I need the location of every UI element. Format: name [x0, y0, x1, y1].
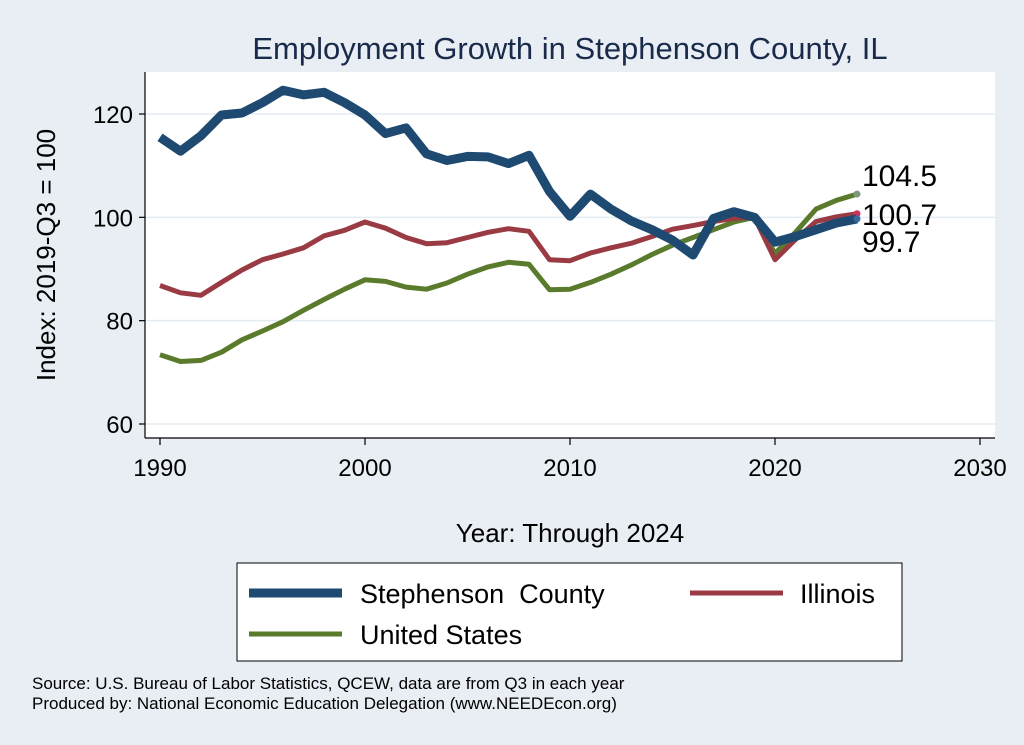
- end-label-99-7: 99.7: [862, 226, 920, 259]
- end-label-104-5: 104.5: [862, 160, 937, 193]
- end-labels: 104.5 100.799.7: [862, 160, 937, 259]
- end-label-100-7: 100.7: [862, 199, 937, 232]
- x-ticks: 1990 2000 2010 2020 2030: [133, 438, 1007, 482]
- legend: Stephenson County Illinois United States: [236, 562, 903, 662]
- source-note: Source: U.S. Bureau of Labor Statistics,…: [32, 674, 625, 693]
- series-end-point-stephenson-county: [853, 215, 861, 223]
- series-line-stephenson-county: [157, 85, 858, 260]
- x-tick-label-2000: 2000: [338, 455, 391, 482]
- legend-box: [236, 562, 903, 662]
- series-end-point-united-states: [853, 190, 861, 198]
- produced-by-note: Produced by: National Economic Education…: [32, 694, 617, 713]
- x-tick-label-1990: 1990: [133, 455, 186, 482]
- legend-label-stephenson: Stephenson County: [360, 579, 605, 609]
- x-axis-title: Year: Through 2024: [456, 518, 684, 548]
- y-tick-label-120: 120: [93, 102, 133, 129]
- y-tick-label-100: 100: [93, 205, 133, 232]
- series-lines: [157, 85, 861, 364]
- legend-label-illinois: Illinois: [800, 579, 875, 609]
- chart-title: Employment Growth in Stephenson County, …: [252, 31, 887, 66]
- x-tick-label-2020: 2020: [748, 455, 801, 482]
- legend-label-united-states: United States: [360, 620, 522, 650]
- x-tick-label-2030: 2030: [953, 455, 1006, 482]
- y-tick-label-80: 80: [106, 309, 133, 336]
- x-tick-label-2010: 2010: [543, 455, 596, 482]
- y-ticks: 60 80 100 120: [93, 102, 145, 439]
- y-axis-title: Index: 2019-Q3 = 100: [31, 129, 61, 381]
- y-tick-label-60: 60: [106, 412, 133, 439]
